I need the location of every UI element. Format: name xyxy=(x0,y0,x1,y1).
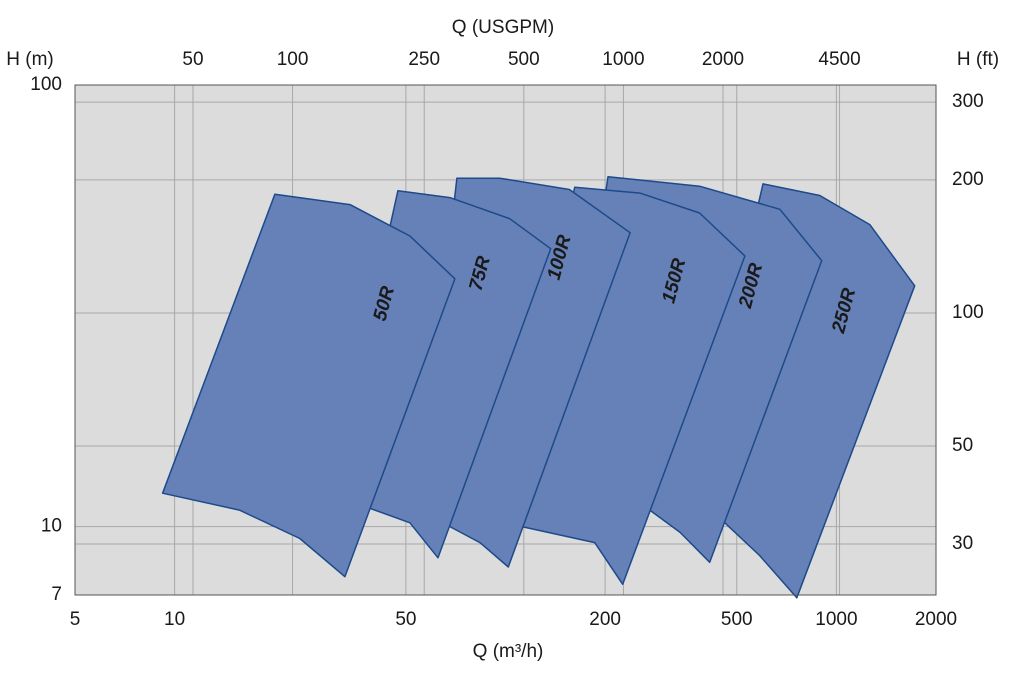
y2-tick-label: 100 xyxy=(952,302,984,323)
y2-tick-label: 200 xyxy=(952,169,984,190)
y-tick-label: 7 xyxy=(51,584,62,605)
x2-tick-label: 250 xyxy=(408,49,440,70)
y2-tick-label: 30 xyxy=(952,533,973,554)
x2-tick-label: 50 xyxy=(182,49,203,70)
x-axis-title: Q (m³/h) xyxy=(473,641,544,662)
x2-tick-label: 2000 xyxy=(702,49,744,70)
y-tick-label: 100 xyxy=(30,74,62,95)
x-tick-label: 50 xyxy=(395,609,416,630)
pump-region xyxy=(161,193,456,578)
y2-tick-label: 300 xyxy=(952,91,984,112)
x-tick-label: 10 xyxy=(164,609,185,630)
y-tick-label: 10 xyxy=(41,516,62,537)
x2-tick-label: 1000 xyxy=(602,49,644,70)
x-tick-label: 1000 xyxy=(815,609,857,630)
y-axis-title: H (m) xyxy=(6,49,53,70)
x-tick-label: 500 xyxy=(721,609,753,630)
x2-axis-title: Q (USGPM) xyxy=(452,17,554,38)
x2-tick-label: 500 xyxy=(508,49,540,70)
x2-tick-label: 100 xyxy=(277,49,309,70)
x-tick-label: 2000 xyxy=(915,609,957,630)
y2-tick-label: 50 xyxy=(952,435,973,456)
x-tick-label: 200 xyxy=(589,609,621,630)
x-tick-label: 5 xyxy=(70,609,81,630)
plot-frame xyxy=(74,84,937,596)
x2-tick-label: 4500 xyxy=(818,49,860,70)
y2-axis-title: H (ft) xyxy=(957,49,999,70)
